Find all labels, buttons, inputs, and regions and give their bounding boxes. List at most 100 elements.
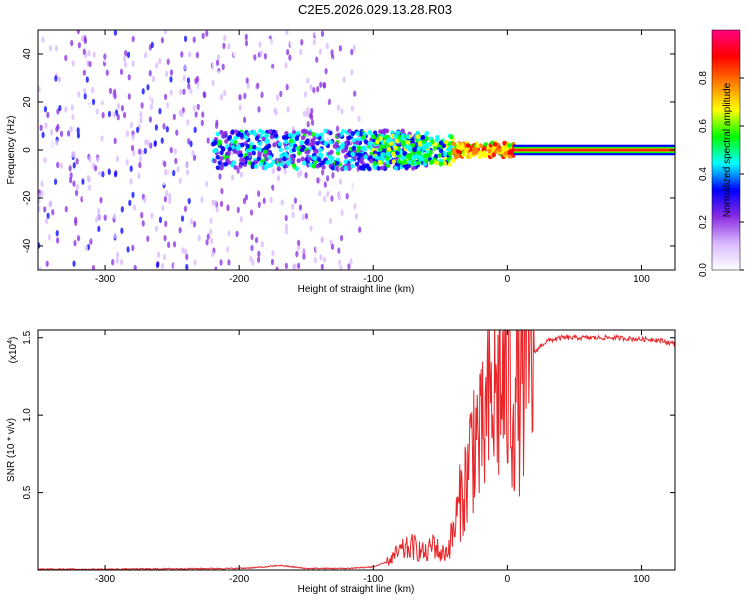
heatmap-cell: [84, 244, 88, 252]
heatmap-cell: [279, 90, 283, 98]
y-tick-label: 1.5: [22, 330, 33, 344]
heatmap-cell: [300, 129, 306, 134]
heatmap-cell: [468, 154, 473, 159]
heatmap-cell: [354, 213, 358, 220]
heatmap-cell: [192, 104, 196, 112]
heatmap-cell: [312, 155, 317, 161]
heatmap-cell: [254, 136, 260, 141]
heatmap-cell: [306, 149, 311, 154]
heatmap-cell: [324, 67, 328, 75]
heatmap-cell: [51, 209, 55, 216]
heatmap-cell: [251, 259, 255, 266]
heatmap-cell: [191, 149, 195, 157]
heatmap-cell: [40, 189, 44, 197]
heatmap-cell: [233, 203, 238, 210]
heatmap-cell: [247, 221, 251, 229]
heatmap-cell: [394, 165, 399, 171]
heatmap-cell: [48, 55, 52, 62]
heatmap-cell: [353, 118, 357, 126]
heatmap-cell: [442, 151, 448, 157]
heatmap-cell: [215, 206, 219, 213]
heatmap-cell: [43, 105, 48, 113]
heatmap-cell: [347, 79, 352, 86]
heatmap-cell: [64, 54, 68, 62]
heatmap-cell: [118, 212, 122, 219]
spectrogram-xlabel: Height of straight line (km): [298, 284, 415, 295]
heatmap-cell: [76, 234, 81, 242]
heatmap-cell: [260, 91, 264, 99]
heatmap-cell: [175, 44, 179, 51]
heatmap-cell: [198, 247, 202, 254]
heatmap-cell: [386, 147, 392, 152]
heatmap-cell: [340, 142, 345, 148]
heatmap-cell: [215, 165, 221, 171]
heatmap-cell: [54, 45, 59, 52]
heatmap-cell: [250, 233, 254, 241]
heatmap-cell: [395, 130, 401, 136]
heatmap-cell: [180, 215, 185, 222]
heatmap-cell: [133, 264, 137, 270]
heatmap-cell: [172, 98, 176, 106]
heatmap-cell: [108, 87, 113, 95]
heatmap-cell: [316, 85, 320, 93]
heatmap-cell: [171, 200, 175, 208]
heatmap-cell: [46, 212, 50, 219]
heatmap-cell: [214, 122, 219, 129]
heatmap-cell: [338, 45, 342, 52]
heatmap-cell: [112, 111, 116, 118]
heatmap-cell: [44, 122, 48, 129]
heatmap-cell: [416, 160, 421, 166]
heatmap-cell: [227, 134, 233, 140]
heatmap-cell: [312, 86, 316, 94]
heatmap-cell: [86, 122, 91, 130]
heatmap-cell: [323, 181, 327, 188]
colorbar: 0.0 0.2 0.4 0.6 0.8 Normalized spectral ampl…: [698, 29, 744, 277]
heatmap-cell: [158, 107, 162, 115]
heatmap-cell: [212, 62, 216, 69]
heatmap-cell: [233, 215, 237, 222]
heatmap-cell: [91, 86, 95, 94]
heatmap-cell: [162, 123, 166, 130]
heatmap-cell: [189, 87, 193, 95]
heatmap-cell: [296, 150, 302, 156]
heatmap-cell: [225, 157, 230, 163]
heatmap-cell: [380, 156, 386, 162]
heatmap-cell: [238, 94, 242, 101]
heatmap-cell: [196, 103, 200, 111]
heatmap-cell: [242, 204, 246, 211]
heatmap-cell: [310, 119, 315, 126]
heatmap-cell: [45, 55, 50, 63]
heatmap-cell: [204, 222, 208, 229]
heatmap-cell: [331, 227, 335, 235]
heatmap-cell: [181, 247, 185, 254]
heatmap-cell: [129, 121, 133, 129]
heatmap-cell: [294, 136, 300, 141]
heatmap-cell: [253, 54, 257, 61]
heatmap-cell: [269, 174, 273, 182]
heatmap-cell: [211, 250, 215, 258]
heatmap-cell: [318, 147, 323, 153]
heatmap-cell: [288, 54, 292, 61]
heatmap-cell: [424, 144, 430, 150]
heatmap-cell: [169, 154, 173, 161]
heatmap-cell: [276, 175, 281, 182]
heatmap-cell: [160, 262, 165, 270]
heatmap-cell: [243, 92, 247, 100]
heatmap-cell: [355, 140, 360, 146]
heatmap-cell: [304, 241, 308, 248]
heatmap-cell: [115, 251, 120, 259]
heatmap-cell: [188, 163, 192, 170]
heatmap-cell: [276, 166, 282, 172]
heatmap-cell: [137, 148, 142, 155]
heatmap-cell: [168, 225, 172, 232]
heatmap-cell: [71, 113, 75, 121]
heatmap-cell: [63, 229, 67, 236]
heatmap-cell: [112, 213, 117, 220]
heatmap-cell: [72, 260, 76, 267]
heatmap-cell: [78, 255, 82, 262]
heatmap-cell: [310, 114, 314, 121]
heatmap-cell: [339, 265, 343, 270]
heatmap-cell: [113, 92, 117, 100]
heatmap-cell: [340, 166, 345, 172]
heatmap-cell: [261, 60, 265, 68]
